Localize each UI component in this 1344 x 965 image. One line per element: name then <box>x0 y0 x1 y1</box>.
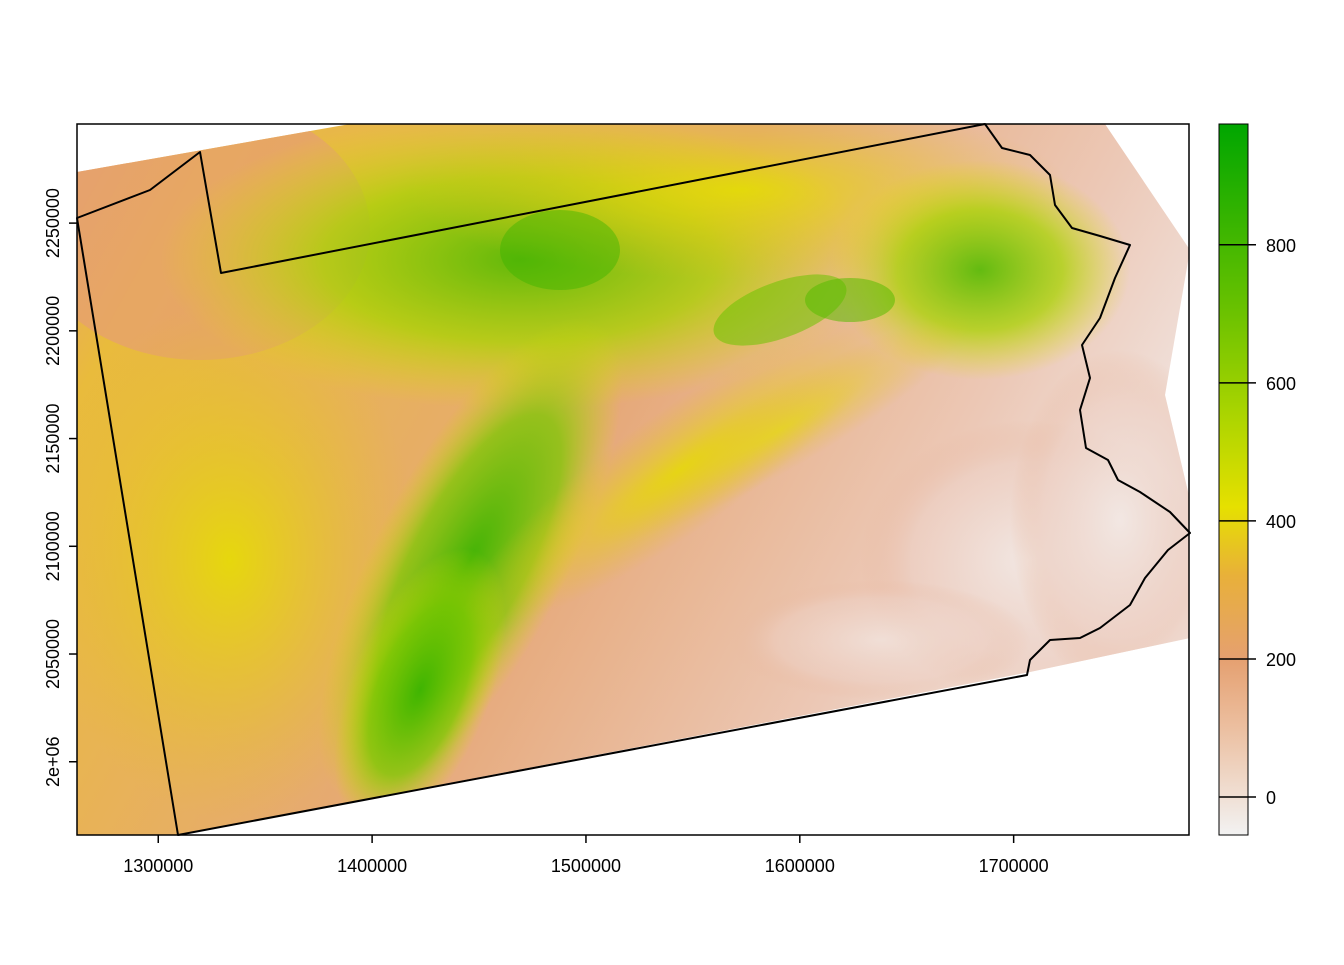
y-tick-label: 2100000 <box>43 511 63 581</box>
y-tick-label: 2200000 <box>43 296 63 366</box>
y-tick-label: 2150000 <box>43 404 63 474</box>
state-boundary <box>76 123 1191 836</box>
y-axis: 2e+06 2050000 2100000 2150000 2200000 2250000 <box>43 188 77 787</box>
y-tick-label: 2250000 <box>43 188 63 258</box>
plot-frame <box>76 123 1190 836</box>
x-tick-label: 1400000 <box>337 856 407 876</box>
y-tick-label: 2050000 <box>43 619 63 689</box>
elevation-raster <box>77 124 1189 835</box>
legend-ticks: 0 200 400 600 800 <box>1219 236 1296 808</box>
legend: 0 200 400 600 800 <box>1218 123 1296 836</box>
x-tick-label: 1600000 <box>765 856 835 876</box>
legend-tick-label: 0 <box>1266 788 1276 808</box>
x-tick-label: 1500000 <box>551 856 621 876</box>
x-tick-label: 1300000 <box>123 856 193 876</box>
legend-tick-label: 400 <box>1266 512 1296 532</box>
y-tick-label: 2e+06 <box>43 736 63 787</box>
x-axis: 1300000 1400000 1500000 1600000 1700000 <box>123 835 1049 876</box>
legend-tick-label: 800 <box>1266 236 1296 256</box>
legend-tick-label: 200 <box>1266 650 1296 670</box>
legend-colorbar <box>1218 123 1249 836</box>
x-tick-label: 1700000 <box>979 856 1049 876</box>
legend-tick-label: 600 <box>1266 374 1296 394</box>
